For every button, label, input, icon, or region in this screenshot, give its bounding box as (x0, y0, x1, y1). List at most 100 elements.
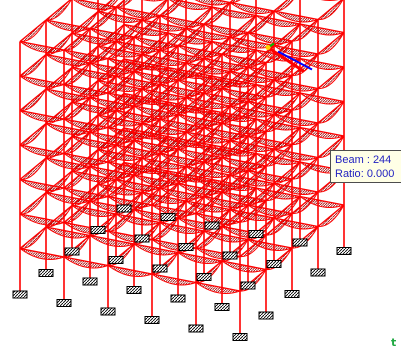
beam-x[interactable] (72, 0, 117, 8)
beam-z[interactable] (151, 44, 179, 68)
beam-x[interactable] (221, 260, 267, 271)
beam-x[interactable] (19, 109, 65, 120)
beam-z[interactable] (63, 165, 91, 189)
beam-x[interactable] (168, 0, 213, 8)
beam-x[interactable] (45, 122, 91, 133)
beam-x[interactable] (19, 178, 65, 189)
beam-x[interactable] (273, 10, 319, 21)
beam-z[interactable] (45, 0, 72, 21)
beam-x[interactable] (273, 217, 319, 228)
beam-x[interactable] (19, 40, 65, 51)
beam-z[interactable] (221, 31, 249, 55)
beam-z[interactable] (107, 70, 135, 94)
beam-x[interactable] (273, 113, 319, 124)
beam-x[interactable] (195, 281, 241, 292)
beam-z[interactable] (19, 19, 47, 43)
beam-z[interactable] (63, 62, 91, 86)
beam-z[interactable] (195, 53, 223, 77)
beam-x[interactable] (247, 238, 293, 249)
beam-z[interactable] (317, 204, 345, 228)
beam-z[interactable] (239, 234, 267, 258)
beam-x[interactable] (45, 157, 91, 168)
beam-z[interactable] (107, 174, 135, 198)
beam-z[interactable] (239, 199, 267, 223)
beam-z[interactable] (63, 200, 91, 224)
beam-z[interactable] (239, 96, 267, 120)
beam-z[interactable] (19, 226, 47, 250)
beam-x[interactable] (273, 79, 319, 90)
beam-z[interactable] (63, 131, 91, 155)
beam-z[interactable] (151, 182, 179, 206)
beam-z[interactable] (89, 6, 117, 30)
beam-x[interactable] (141, 19, 187, 30)
beam-z[interactable] (19, 88, 47, 112)
beam-x[interactable] (229, 1, 275, 12)
beam-x[interactable] (185, 27, 231, 38)
beam-z[interactable] (151, 79, 179, 103)
beam-x[interactable] (107, 264, 153, 275)
beam-x[interactable] (273, 148, 319, 159)
beam-z[interactable] (107, 36, 135, 60)
beam-x[interactable] (45, 88, 91, 99)
beam-z[interactable] (63, 27, 91, 51)
beam-z[interactable] (159, 0, 186, 17)
beam-x[interactable] (255, 14, 301, 25)
beam-z[interactable] (273, 0, 300, 12)
beam-x[interactable] (89, 234, 135, 245)
beam-x[interactable] (19, 213, 65, 224)
beam-z[interactable] (203, 1, 231, 25)
beam-x[interactable] (45, 53, 91, 64)
beam-x[interactable] (133, 243, 179, 254)
beam-x[interactable] (299, 92, 345, 103)
beam-z[interactable] (195, 87, 223, 111)
beam-z[interactable] (265, 212, 293, 236)
beam-z[interactable] (291, 87, 319, 111)
beam-x[interactable] (273, 182, 319, 193)
beam-z[interactable] (151, 148, 179, 172)
beam-x[interactable] (299, 57, 345, 68)
beam-x[interactable] (19, 75, 65, 86)
beam-z[interactable] (19, 157, 47, 181)
beam-z[interactable] (265, 74, 293, 98)
beam-z[interactable] (317, 31, 345, 55)
beam-x[interactable] (229, 36, 275, 47)
beam-z[interactable] (239, 61, 267, 85)
beam-x[interactable] (177, 251, 223, 262)
beam-z[interactable] (195, 156, 223, 180)
beam-z[interactable] (107, 208, 135, 232)
beam-z[interactable] (195, 122, 223, 146)
beam-x[interactable] (71, 32, 117, 43)
beam-x[interactable] (273, 44, 319, 55)
beam-z[interactable] (247, 10, 275, 34)
beam-z[interactable] (239, 165, 267, 189)
beam-x[interactable] (151, 273, 197, 284)
beam-z[interactable] (239, 130, 267, 154)
beam-z[interactable] (317, 66, 345, 90)
beam-x[interactable] (186, 0, 231, 4)
beam-z[interactable] (265, 178, 293, 202)
beam-x[interactable] (211, 6, 257, 17)
beam-x[interactable] (45, 19, 91, 30)
beam-z[interactable] (291, 156, 319, 180)
beam-z[interactable] (19, 191, 47, 215)
beam-z[interactable] (291, 191, 319, 215)
beam-z[interactable] (19, 122, 47, 146)
beam-z[interactable] (177, 23, 205, 47)
beam-z[interactable] (151, 113, 179, 137)
beam-z[interactable] (107, 105, 135, 129)
beam-z[interactable] (265, 109, 293, 133)
beam-z[interactable] (63, 96, 91, 120)
beam-z[interactable] (107, 139, 135, 163)
beam-z[interactable] (317, 0, 344, 21)
beam-z[interactable] (151, 217, 179, 241)
beam-x[interactable] (19, 144, 65, 155)
beam-z[interactable] (317, 100, 345, 124)
beam-z[interactable] (291, 122, 319, 146)
beam-z[interactable] (291, 18, 319, 42)
beam-z[interactable] (317, 135, 345, 159)
beam-x[interactable] (45, 226, 91, 237)
beam-x[interactable] (299, 126, 345, 137)
beam-z[interactable] (195, 191, 223, 215)
